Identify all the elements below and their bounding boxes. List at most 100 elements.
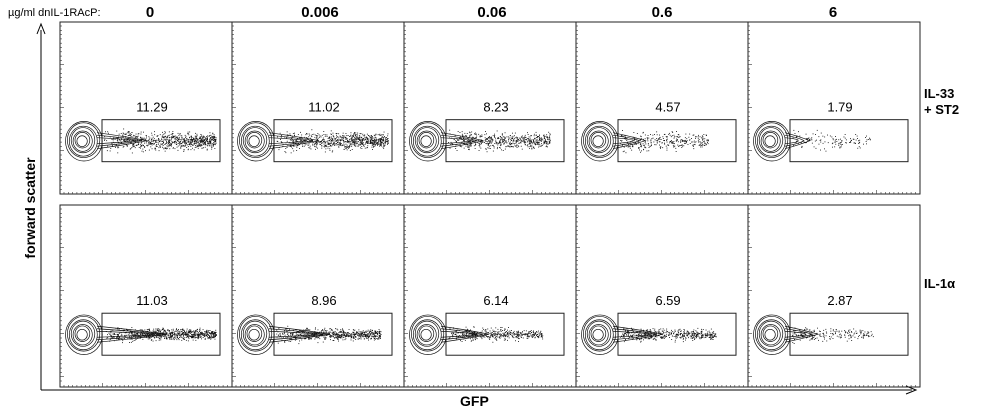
event-dot [164,144,166,145]
event-dot [321,144,323,146]
event-dot [298,334,299,336]
event-dot [536,141,538,143]
event-dot [211,335,213,337]
event-dot [492,341,494,343]
event-dot [215,140,216,142]
event-dot [130,329,132,331]
event-dot [469,144,471,146]
event-dot [203,141,205,143]
event-dot [315,327,316,329]
event-dot [337,329,339,331]
event-dot [188,335,190,337]
event-dot [387,138,389,139]
event-dot [171,335,173,337]
event-dot [160,332,162,334]
event-dot [179,337,180,338]
event-dot [359,139,360,141]
contour-line [237,314,275,355]
event-dot [469,135,471,137]
event-dot [374,144,376,146]
event-dot [352,136,354,138]
event-dot [140,131,142,133]
contour-line [246,132,263,149]
event-dot [537,334,538,335]
event-dot [158,328,160,330]
event-dot [133,334,135,336]
panel-r1-c0: 11.03 [59,204,233,388]
event-dot [308,332,309,334]
event-dot [317,135,318,137]
event-dot [303,338,305,339]
event-dot [531,148,533,150]
event-dot [201,139,203,140]
event-dot [467,146,469,148]
event-dot [676,138,677,140]
event-dot [626,140,628,141]
event-dot [533,146,535,148]
event-dot [339,144,341,146]
event-dot [334,337,336,339]
event-dot [194,147,196,148]
event-dot [357,138,359,140]
event-dot [370,141,371,143]
event-dot [495,141,497,143]
event-dot [331,328,332,330]
event-dot [497,143,499,145]
event-dot [344,335,346,337]
event-dot [165,132,166,134]
event-dot [832,138,834,140]
event-dot [523,141,525,143]
event-dot [504,132,506,134]
event-dot [123,140,125,142]
event-dot [188,334,190,335]
event-dot [356,134,358,135]
event-dot [638,147,640,148]
event-dot [334,143,336,145]
event-dot [353,135,355,137]
event-dot [114,139,116,140]
event-dot [183,151,185,152]
event-dot [544,139,546,141]
event-dot [809,139,810,140]
event-dot [314,144,315,146]
event-dot [131,338,133,340]
event-dot [191,332,193,333]
event-dot [163,329,165,331]
event-dot [490,136,492,138]
event-dot [667,144,669,146]
event-dot [695,141,697,143]
event-dot [461,133,463,135]
contour-line [239,315,273,352]
event-dot [295,145,297,147]
event-dot [149,330,151,331]
event-dot [329,145,331,147]
event-dot [481,135,483,137]
event-dot [514,145,516,147]
event-dot [692,141,694,143]
event-dot [326,136,328,137]
event-dot [316,336,318,338]
event-dot [117,137,118,139]
event-dot [171,336,172,337]
event-dot [122,342,123,344]
event-dot [199,143,201,145]
event-dot [836,141,838,142]
event-dot [342,136,344,138]
event-dot [370,329,372,331]
event-dot [170,139,172,141]
event-dot [166,135,168,137]
contour-line [581,121,619,162]
event-dot [168,336,170,338]
event-dot [110,335,112,337]
event-dot [648,150,650,152]
event-dot [534,142,536,144]
event-dot [213,139,215,141]
event-dot [202,137,204,139]
event-dot [673,141,675,142]
event-dot [660,139,662,140]
event-dot [384,139,386,141]
event-dot [383,139,384,141]
event-dot [702,139,704,141]
event-dot [343,135,344,137]
event-dot [675,136,677,138]
